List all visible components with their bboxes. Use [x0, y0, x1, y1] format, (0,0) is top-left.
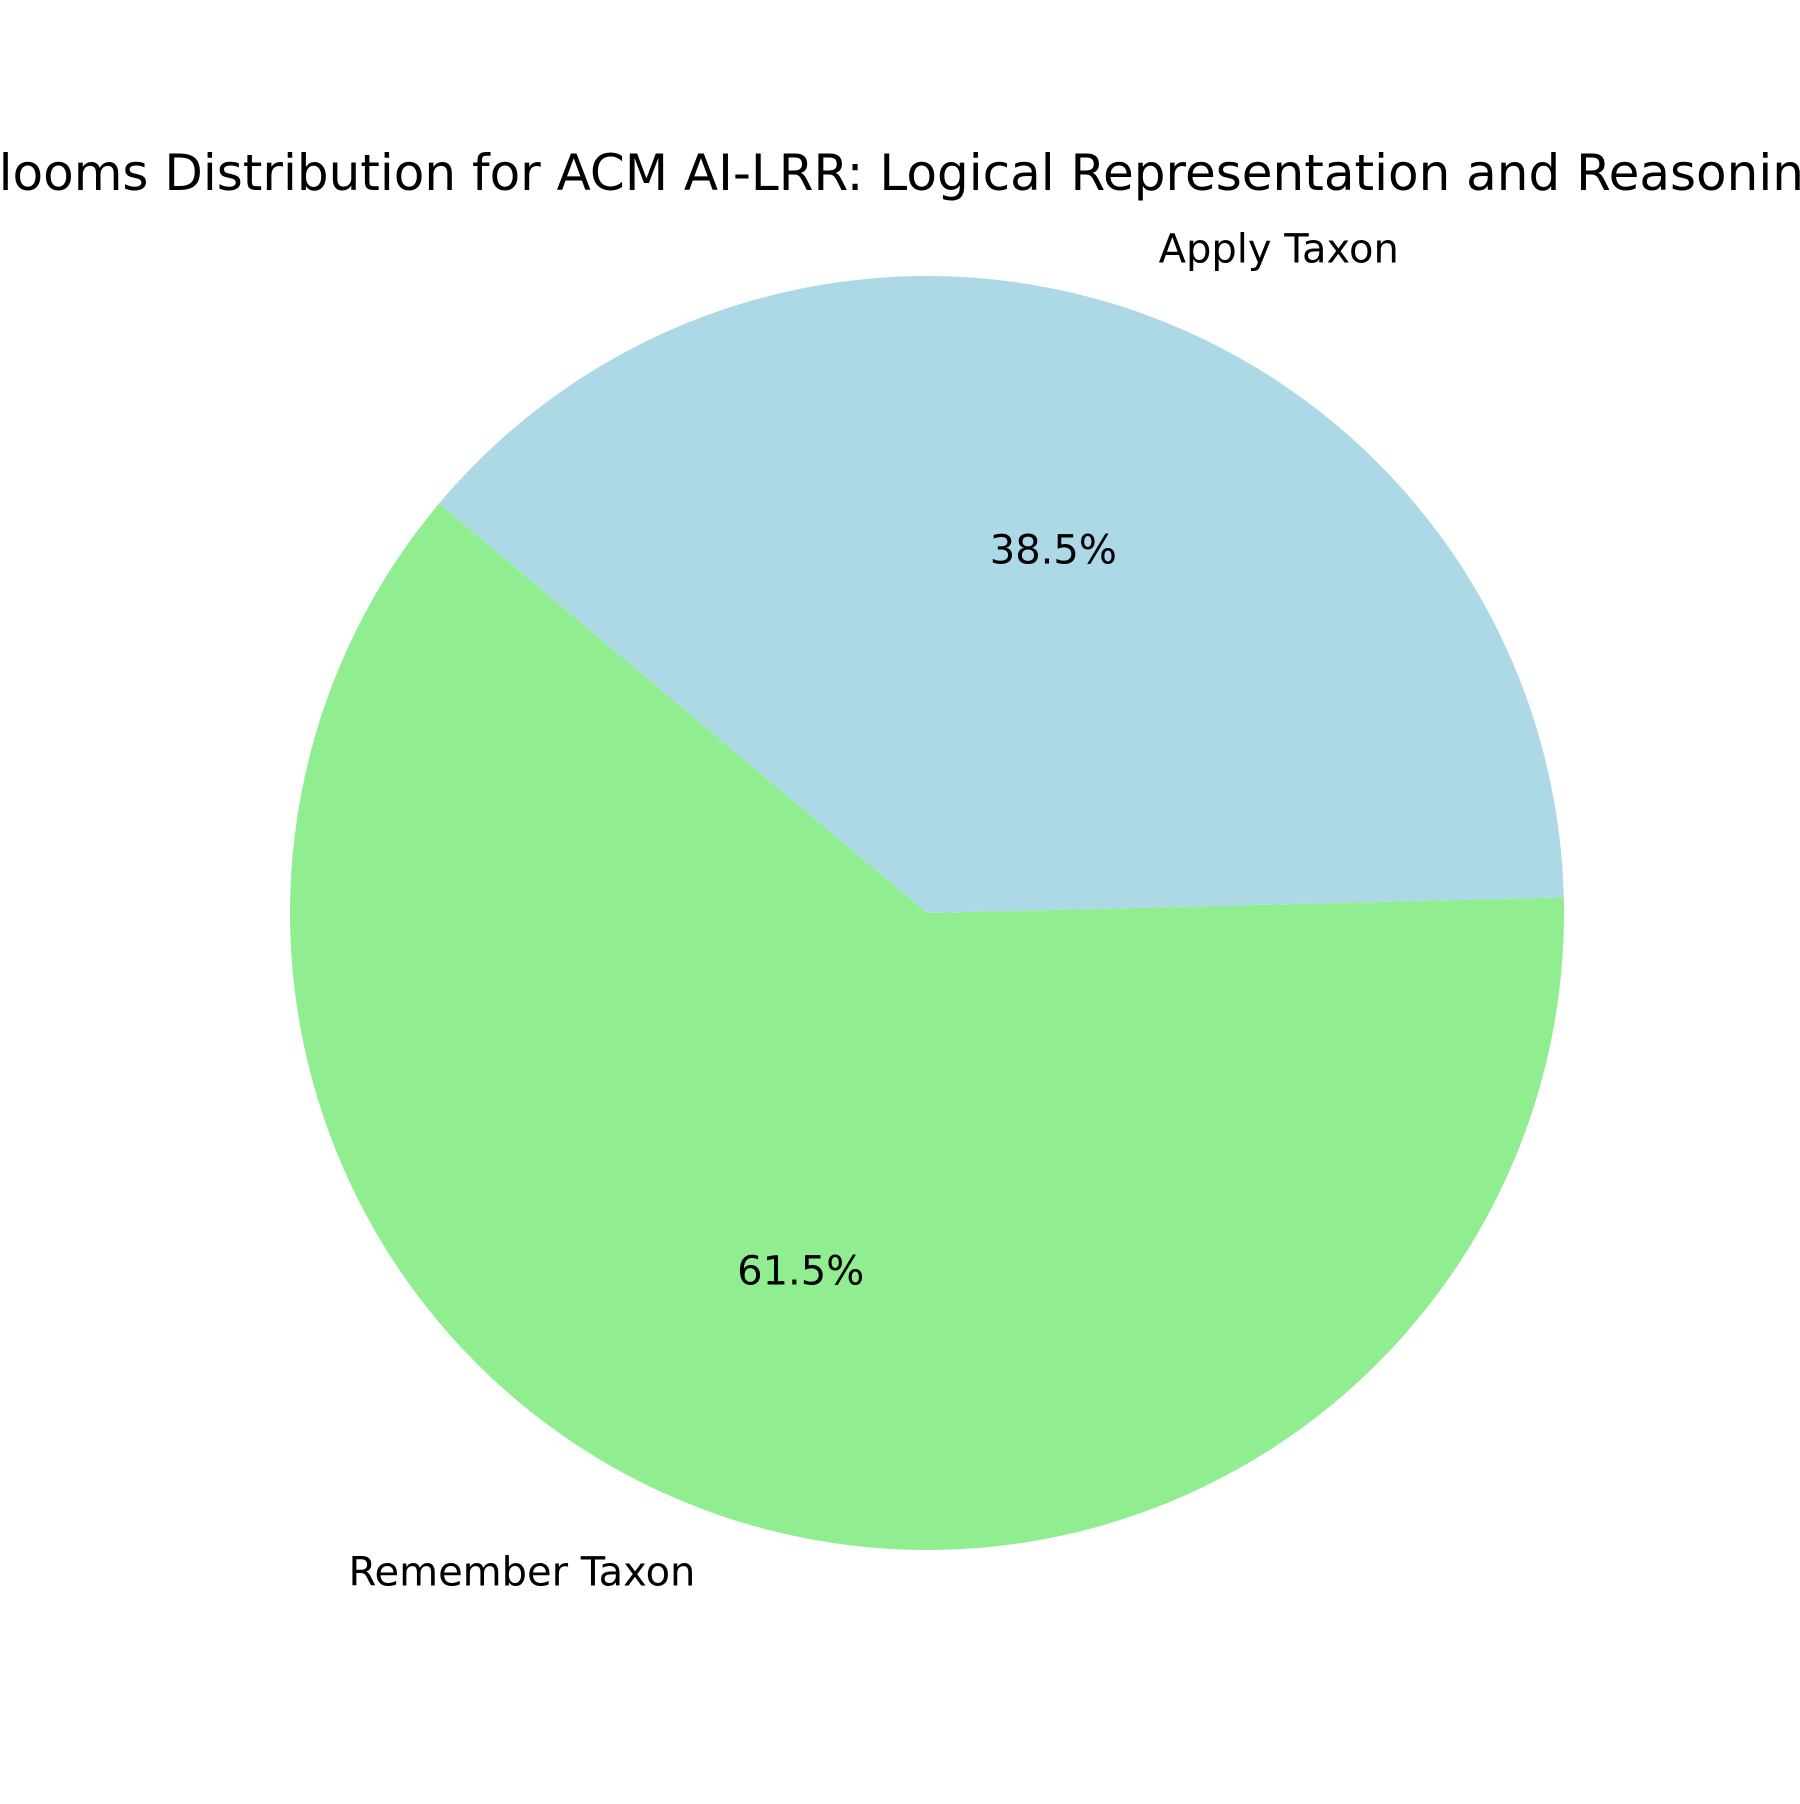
slice-percent-label: 61.5% [737, 1249, 864, 1295]
slice-category-label: Apply Taxon [1159, 227, 1399, 273]
pie-slices [290, 275, 1564, 1550]
pie-slice-apply-taxon [439, 275, 1564, 914]
pie-labels: Remember Taxon 61.5% Apply Taxon 38.5% [349, 227, 1399, 1596]
slice-category-label: Remember Taxon [349, 1549, 696, 1595]
pie-slice-remember-taxon [290, 503, 1564, 1550]
slice-percent-label: 38.5% [990, 527, 1117, 573]
chart-title: Blooms Distribution for ACM AI-LRR: Logi… [0, 144, 1800, 202]
